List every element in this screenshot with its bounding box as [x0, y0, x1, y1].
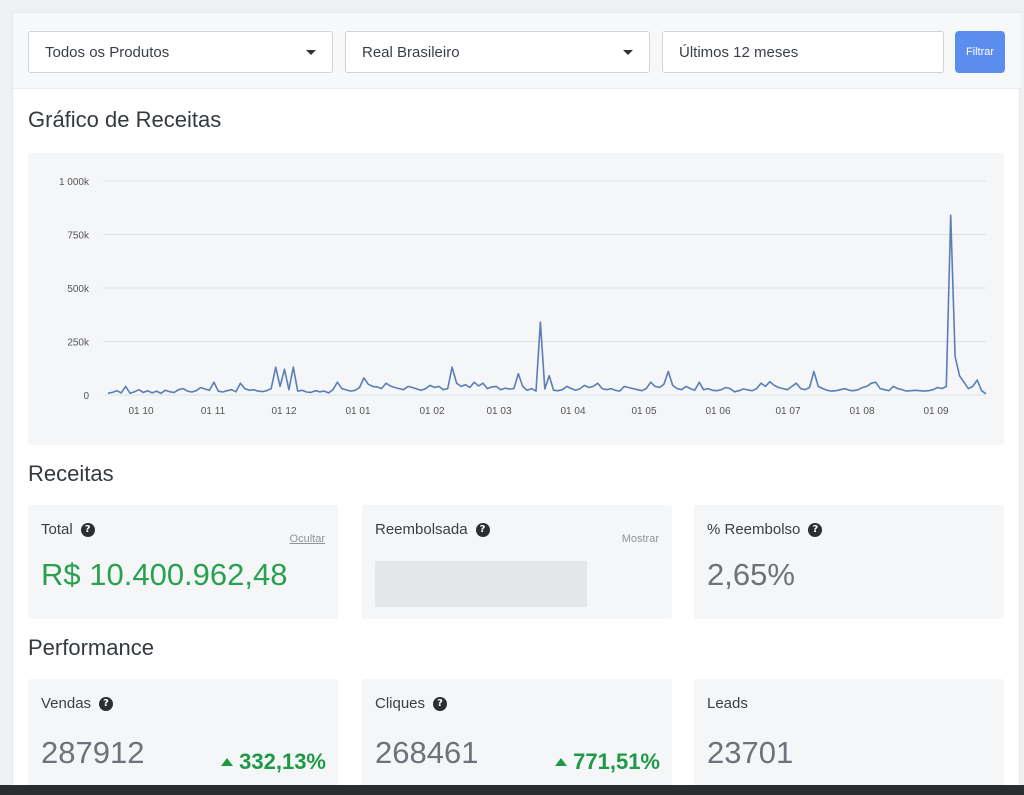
total-value: R$ 10.400.962,48 — [41, 557, 288, 592]
total-label-row: Total ? — [41, 521, 95, 538]
sales-trend-value: 332,13% — [239, 749, 326, 774]
clicks-value: 268461 — [375, 735, 479, 770]
leads-card: Leads 23701 — [694, 679, 1004, 789]
filter-button[interactable]: Filtrar — [955, 31, 1005, 73]
help-icon[interactable]: ? — [433, 696, 448, 711]
refunded-label: Reembolsada — [375, 521, 468, 538]
x-tick-label: 01 08 — [849, 406, 874, 417]
total-label: Total — [41, 521, 73, 538]
refunded-label-row: Reembolsada ? — [375, 521, 490, 538]
revenue-line — [107, 214, 987, 395]
receitas-title: Receitas — [28, 461, 114, 486]
y-tick-label: 0 — [83, 391, 89, 402]
chart-title: Gráfico de Receitas — [28, 107, 222, 132]
currency-select-value: Real Brasileiro — [362, 43, 460, 61]
taskbar — [0, 785, 1024, 795]
x-tick-label: 01 03 — [486, 406, 511, 417]
sales-label-row: Vendas ? — [41, 695, 114, 712]
x-tick-label: 01 05 — [631, 406, 656, 417]
clicks-trend-value: 771,51% — [573, 749, 660, 774]
leads-label: Leads — [707, 695, 748, 712]
x-tick-label: 01 09 — [923, 406, 948, 417]
x-tick-label: 01 01 — [345, 406, 370, 417]
refund-percent-label-row: % Reembolso ? — [707, 521, 823, 538]
y-tick-label: 250k — [67, 338, 90, 349]
x-tick-label: 01 06 — [705, 406, 730, 417]
help-icon[interactable]: ? — [808, 522, 823, 537]
chevron-down-icon — [306, 49, 316, 55]
sales-value: 287912 — [41, 735, 145, 770]
dashboard-frame: Todos os Produtos Real Brasileiro Último… — [12, 12, 1021, 795]
x-tick-label: 01 11 — [201, 406, 226, 417]
help-icon[interactable]: ? — [80, 522, 95, 537]
show-link[interactable]: Mostrar — [621, 533, 659, 545]
x-tick-label: 01 07 — [775, 406, 800, 417]
help-icon[interactable]: ? — [475, 522, 490, 537]
y-tick-label: 1 000k — [59, 177, 90, 188]
sales-card: Vendas ? 287912 332,13% — [28, 679, 338, 789]
x-tick-label: 01 04 — [560, 406, 585, 417]
refund-percent-value: 2,65% — [707, 557, 795, 592]
refunded-card: Reembolsada ? Mostrar — [362, 505, 672, 619]
revenue-chart-svg: 1 000k 750k 500k 250k 0 01 10 01 11 01 12 01 01 0… — [59, 177, 987, 417]
performance-title: Performance — [28, 635, 154, 660]
x-tick-label: 01 12 — [271, 406, 296, 417]
clicks-card: Cliques ? 268461 771,51% — [362, 679, 672, 789]
clicks-label: Cliques — [375, 695, 426, 712]
arrow-up-icon — [221, 758, 234, 766]
period-input-value: Últimos 12 meses — [679, 43, 799, 61]
sales-trend: 332,13% — [221, 749, 326, 775]
total-card: Total ? Ocultar R$ 10.400.962,48 — [28, 505, 338, 619]
y-tick-label: 750k — [67, 231, 90, 242]
chevron-down-icon — [623, 49, 633, 55]
x-tick-label: 01 02 — [419, 406, 444, 417]
help-icon[interactable]: ? — [99, 696, 114, 711]
refund-percent-card: % Reembolso ? 2,65% — [694, 505, 1004, 619]
leads-label-row: Leads — [707, 695, 748, 712]
refund-percent-label: % Reembolso — [707, 521, 801, 538]
leads-value: 23701 — [707, 735, 794, 770]
sales-label: Vendas — [41, 695, 92, 712]
period-input[interactable]: Últimos 12 meses — [662, 31, 944, 73]
x-tick-label: 01 10 — [128, 406, 153, 417]
clicks-label-row: Cliques ? — [375, 695, 448, 712]
filter-bar: Todos os Produtos Real Brasileiro Último… — [13, 13, 1021, 89]
hide-link[interactable]: Ocultar — [289, 533, 325, 545]
product-select-value: Todos os Produtos — [45, 43, 170, 61]
currency-select[interactable]: Real Brasileiro — [345, 31, 650, 73]
revenue-chart: 1 000k 750k 500k 250k 0 01 10 01 11 01 12 01 01 0… — [28, 153, 1004, 445]
clicks-trend: 771,51% — [555, 749, 660, 775]
arrow-up-icon — [555, 758, 568, 766]
y-tick-label: 500k — [67, 284, 90, 295]
hidden-value-placeholder — [375, 561, 587, 607]
product-select[interactable]: Todos os Produtos — [28, 31, 333, 73]
